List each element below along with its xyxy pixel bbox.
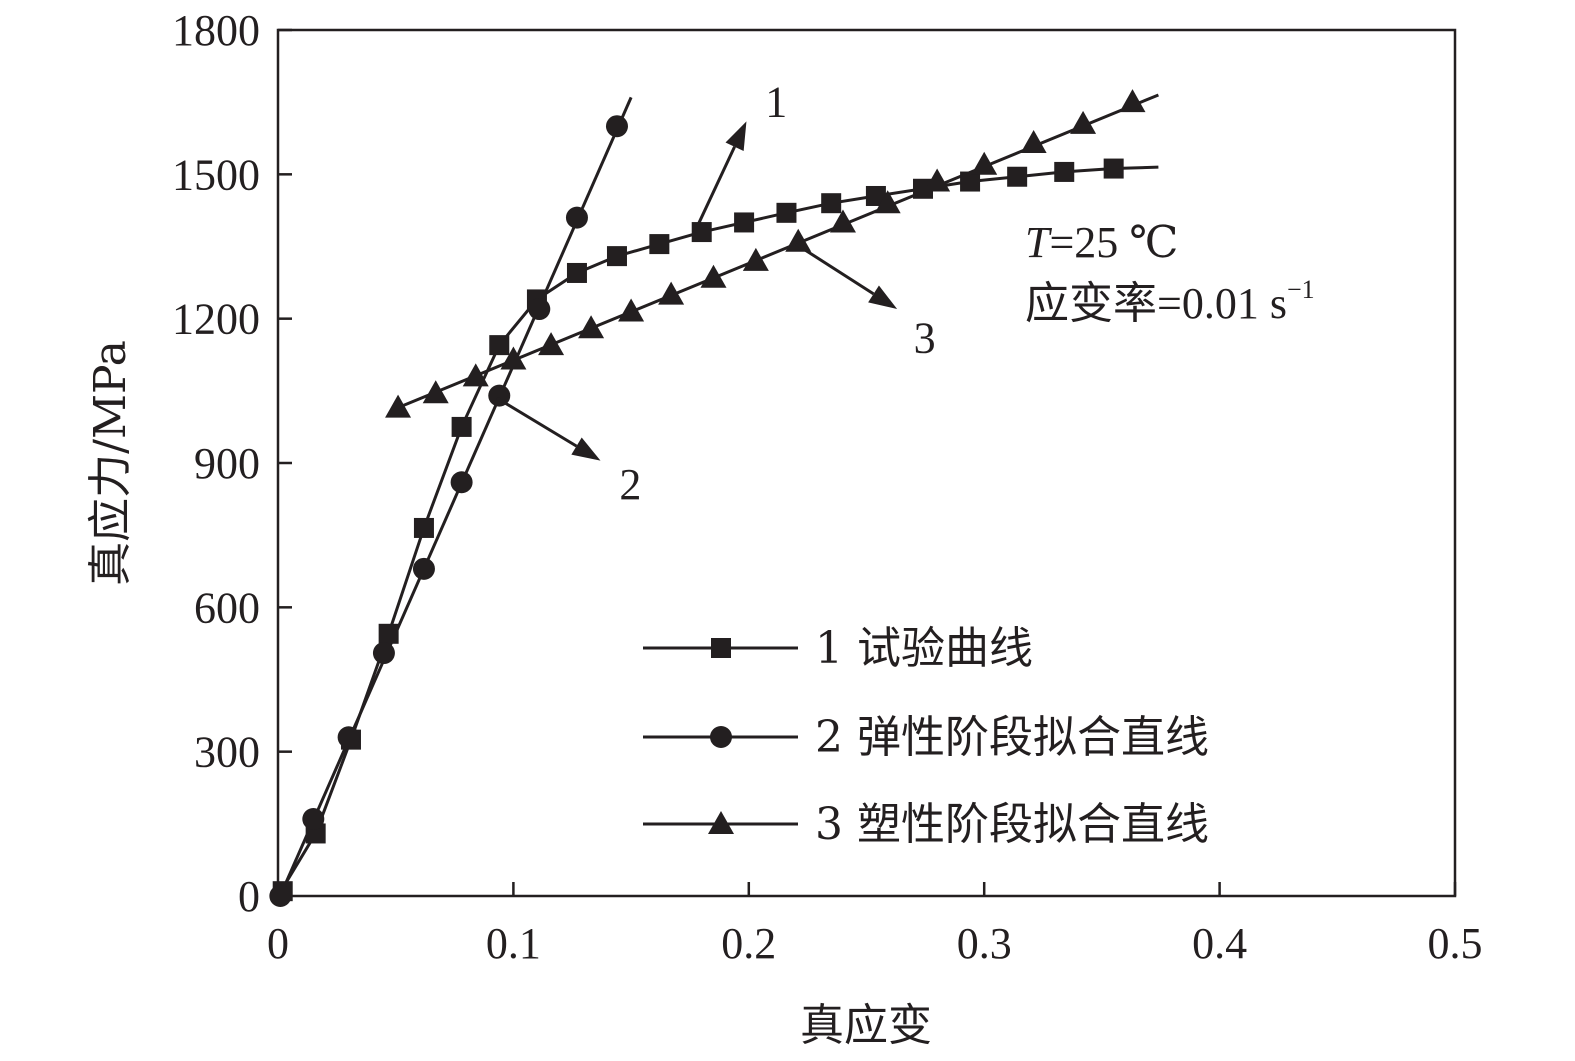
plot-frame: [276, 28, 1457, 898]
series-2-point: [450, 471, 473, 494]
series-2-point: [372, 642, 395, 665]
series-1-point: [865, 185, 886, 206]
y-tick-label: 600: [194, 583, 260, 632]
series-3-point: [462, 363, 489, 387]
y-tick-label: 1500: [172, 150, 260, 199]
series-1-point: [649, 234, 670, 255]
series-1-point: [489, 335, 510, 356]
series-2-point: [412, 557, 435, 580]
series-1-point: [821, 193, 842, 214]
y-tick-label: 1200: [172, 295, 260, 344]
series-3-point: [618, 298, 645, 322]
y-tick-label: 0: [238, 872, 260, 921]
x-axis-ticks: 0 0.1 0.2 0.3 0.4 0.5: [267, 882, 1483, 968]
series-1-point: [1054, 161, 1075, 182]
series-3-point: [700, 264, 727, 288]
y-tick-label: 300: [194, 728, 260, 777]
y-axis-title: 真应力/MPa: [85, 340, 136, 586]
series-3-point: [1070, 110, 1097, 134]
series-1-point: [413, 517, 434, 538]
y-tick-label: 1800: [172, 6, 260, 55]
series-2-point: [605, 115, 628, 138]
legend-1-label: 1 试验曲线: [815, 623, 1033, 674]
series-1-point: [1007, 166, 1028, 187]
legend-2-marker: [710, 726, 732, 748]
series-1-point: [378, 623, 399, 644]
series-1-line: [276, 165, 1159, 897]
callout-3-label: 3: [914, 313, 936, 362]
series-1-point: [566, 262, 587, 283]
x-tick-label: 0.4: [1192, 919, 1247, 968]
series-2-line: [276, 96, 633, 902]
x-axis-title: 真应变: [800, 1000, 932, 1051]
series-1-point: [912, 178, 933, 199]
legend-2-label: 2 弹性阶段拟合直线: [815, 712, 1209, 763]
series-2-point: [337, 726, 360, 749]
series-1-point: [451, 416, 472, 437]
callout-arrows: 1 2 3: [496, 78, 936, 509]
callout-2-arrow-head: [571, 437, 601, 461]
callout-3-arrow-line: [795, 242, 875, 296]
legend-3-label: 3 塑性阶段拟合直线: [815, 799, 1209, 850]
series-1-point: [606, 246, 627, 267]
callout-3-arrow-head: [868, 285, 898, 310]
series-1-point: [734, 212, 755, 233]
temperature-label: T=25 ℃: [1025, 218, 1179, 267]
legend: 1 试验曲线 2 弹性阶段拟合直线 3 塑性阶段拟合直线: [643, 623, 1209, 850]
legend-1-marker: [711, 638, 731, 658]
series-3-point: [971, 151, 998, 175]
series-3-point: [422, 380, 449, 404]
series-3-point: [924, 168, 951, 192]
series-1-point: [776, 202, 797, 223]
series-3-point: [874, 190, 901, 214]
x-tick-label: 0.2: [721, 919, 776, 968]
callout-2-label: 2: [619, 460, 641, 509]
callout-1-arrow-head: [725, 121, 747, 152]
series-2-point: [269, 885, 292, 907]
series-3-point: [785, 228, 812, 252]
legend-3-marker: [708, 811, 734, 834]
series-3-point: [1119, 89, 1146, 113]
series-3-point: [829, 209, 856, 233]
y-axis-ticks: 0 300 600 900 1200 1500 1800: [172, 6, 292, 921]
series-3-point: [658, 281, 685, 305]
series-2-point: [302, 808, 325, 831]
series-markers: [269, 89, 1146, 907]
series-3-point: [538, 332, 565, 356]
callout-1-arrow-line: [693, 146, 736, 233]
series-2-point: [528, 298, 551, 321]
condition-annotation: T=25 ℃ 应变率=0.01 s−1: [1025, 218, 1315, 328]
series-3-point: [500, 346, 527, 370]
x-tick-label: 0.5: [1428, 919, 1483, 968]
x-tick-label: 0.1: [486, 919, 541, 968]
series-1-point: [960, 171, 981, 192]
y-tick-label: 900: [194, 439, 260, 488]
callout-2-arrow-line: [496, 396, 578, 448]
series-2-point: [565, 206, 588, 229]
series-lines: [276, 93, 1159, 902]
series-1-point: [1103, 158, 1124, 179]
series-3-point: [1020, 130, 1047, 154]
callout-1-label: 1: [765, 78, 787, 127]
strain-rate-label: 应变率=0.01 s−1: [1025, 275, 1315, 328]
series-3-point: [742, 247, 769, 271]
x-tick-label: 0: [267, 919, 289, 968]
series-3-point: [385, 394, 412, 418]
x-tick-label: 0.3: [957, 919, 1012, 968]
series-3-point: [578, 315, 605, 339]
